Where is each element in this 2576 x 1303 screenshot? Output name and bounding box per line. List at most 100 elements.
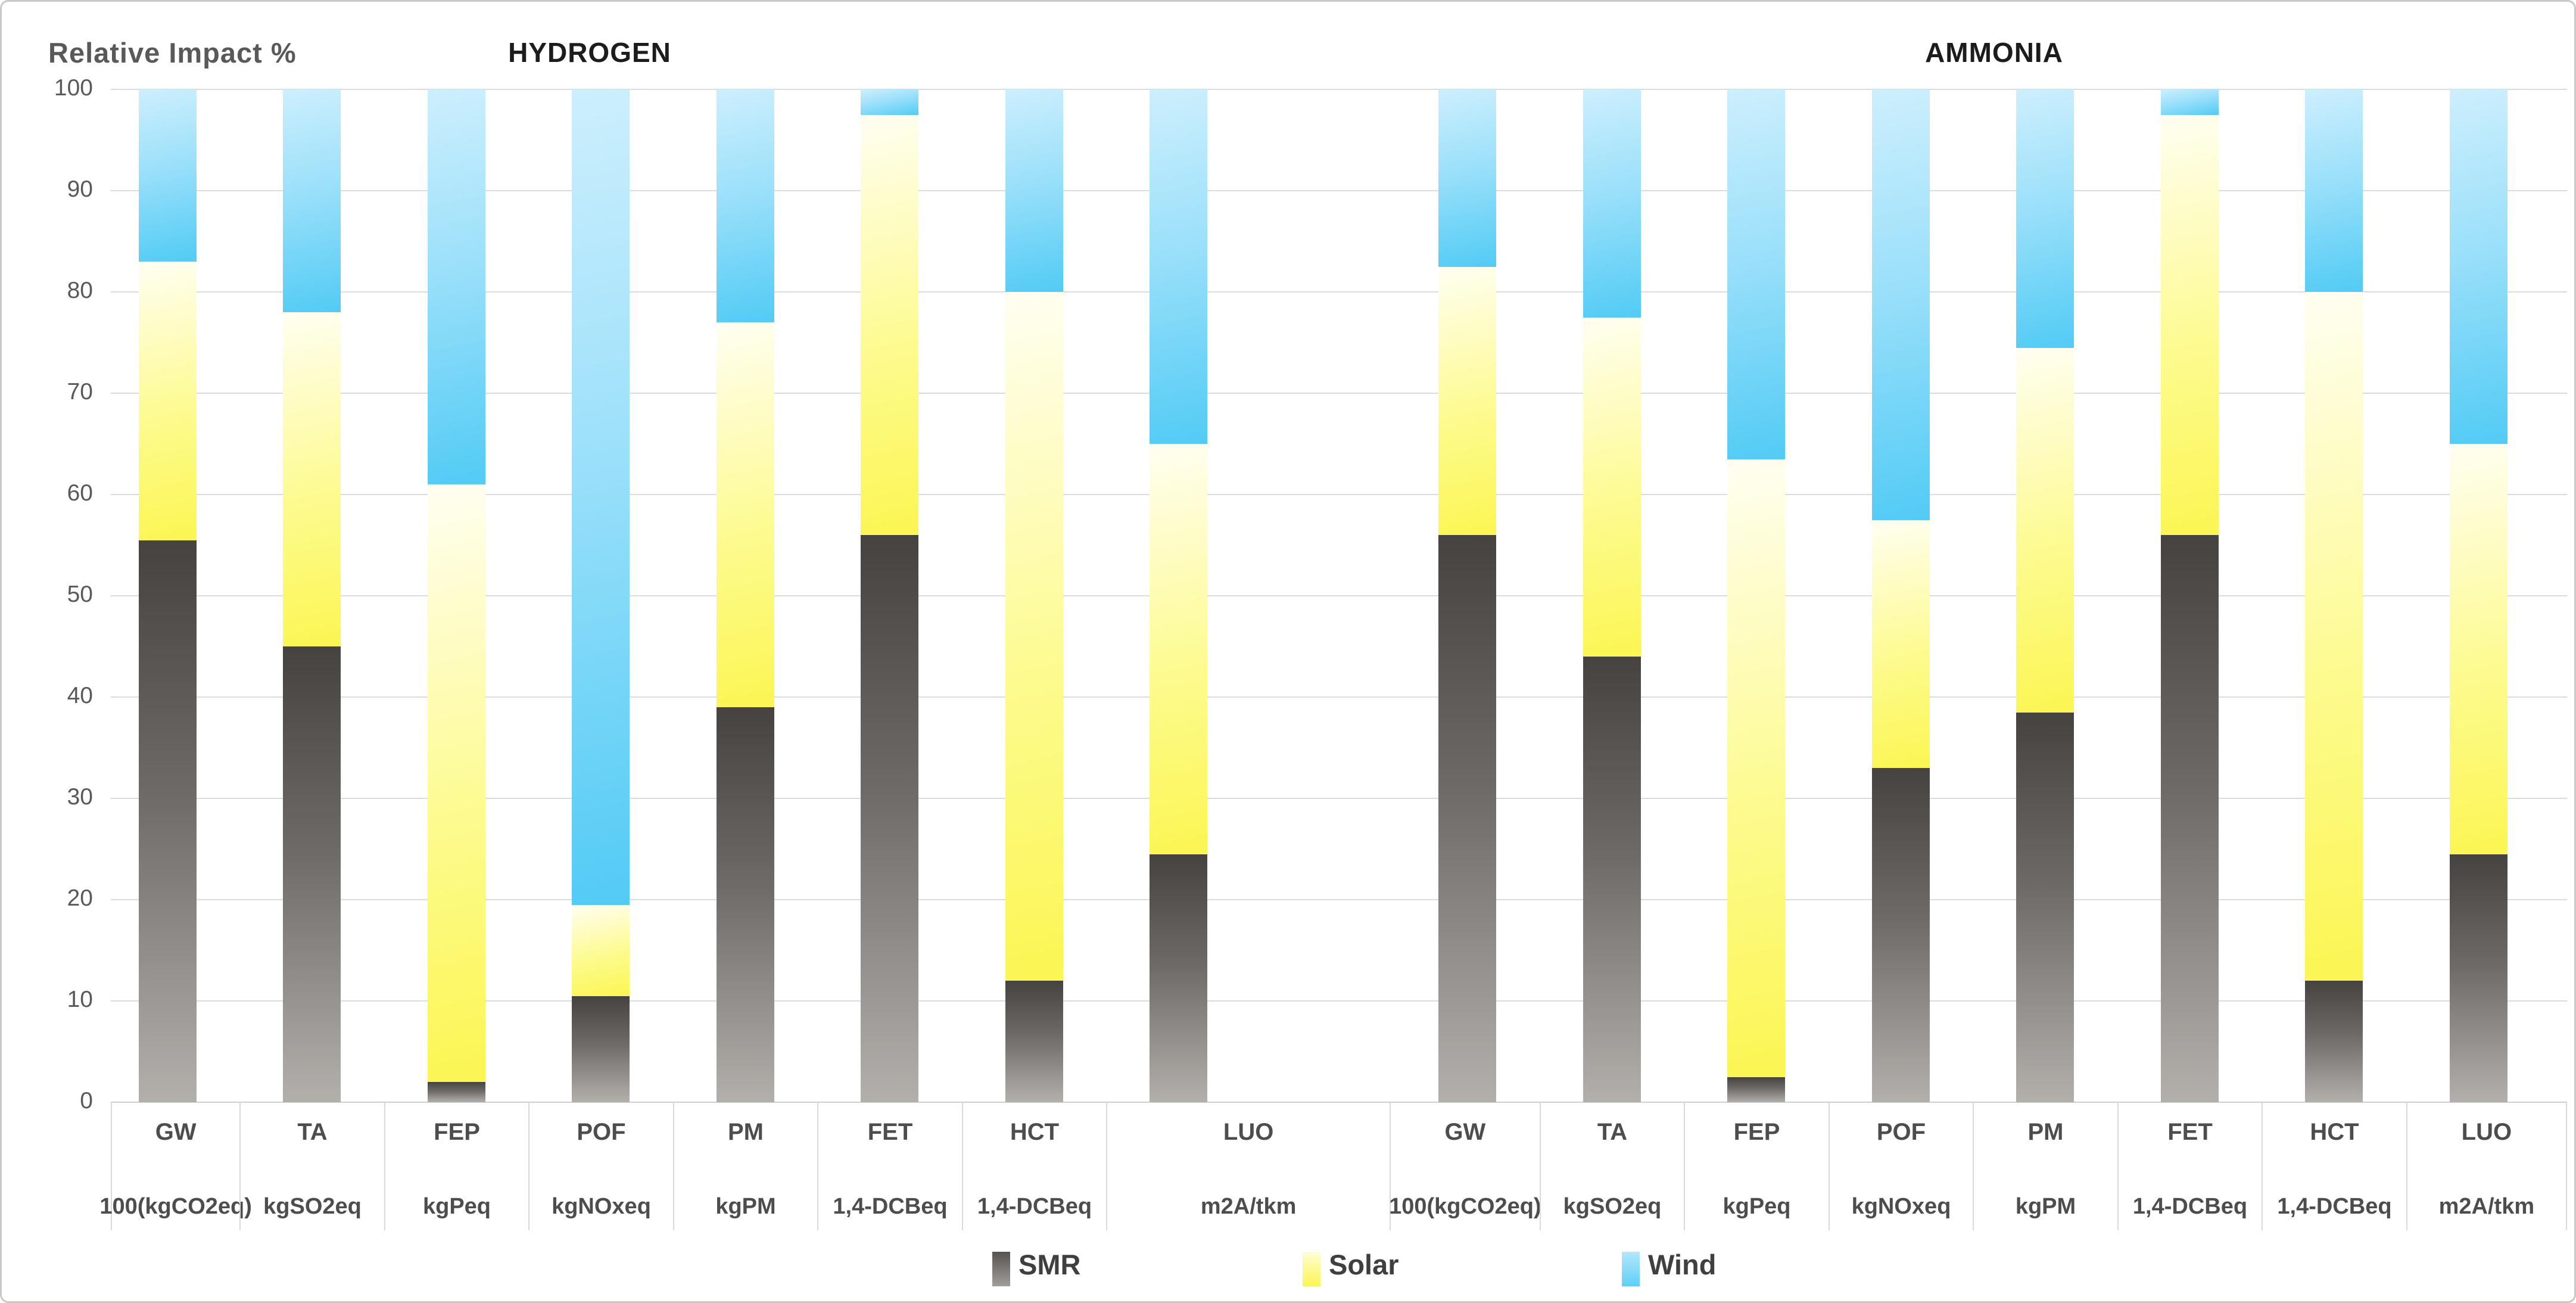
smr-swatch-icon bbox=[992, 1252, 1010, 1286]
bar-hydrogen-fet-segment-wind bbox=[861, 89, 918, 115]
bar-ammonia-fet-segment-wind bbox=[2160, 89, 2219, 115]
group-title-ammonia: AMMONIA bbox=[1925, 37, 2063, 68]
legend-item-wind: Wind bbox=[1622, 1248, 1716, 1286]
y-tick-label-90: 90 bbox=[67, 176, 93, 202]
category-cell-ammonia-hct: HCT 1,4-DCBeq bbox=[2262, 1102, 2406, 1230]
solar-swatch-icon bbox=[1303, 1252, 1320, 1286]
category-unit-label: kgPM bbox=[2015, 1194, 2076, 1219]
category-unit-label: m2A/tkm bbox=[2438, 1194, 2535, 1219]
y-tick-label-0: 0 bbox=[80, 1088, 93, 1114]
bar-ammonia-pm-segment-solar bbox=[2016, 347, 2074, 713]
wind-swatch-icon bbox=[1622, 1252, 1640, 1286]
category-cell-ammonia-gw: GW 100(kgCO2eq) bbox=[1389, 1102, 1541, 1230]
bar-ammonia-fep-segment-smr bbox=[1727, 1077, 1785, 1102]
bar-hydrogen-pof-segment-wind bbox=[572, 89, 630, 905]
category-cell-hydrogen-pm: PM kgPM bbox=[672, 1102, 818, 1230]
category-unit-label: 1,4-DCBeq bbox=[833, 1194, 948, 1219]
category-code-label: FET bbox=[867, 1119, 913, 1145]
category-cell-ammonia-luo: LUO m2A/tkm bbox=[2406, 1102, 2567, 1230]
y-tick-label-70: 70 bbox=[67, 379, 93, 405]
bar-hydrogen-hct-segment-solar bbox=[1005, 292, 1063, 981]
category-cell-ammonia-pof: POF kgNOxeq bbox=[1828, 1102, 1973, 1230]
category-cell-hydrogen-luo: LUO m2A/tkm bbox=[1106, 1102, 1390, 1230]
category-unit-label: 1,4-DCBeq bbox=[977, 1194, 1092, 1219]
bar-ammonia-hct-segment-smr bbox=[2305, 981, 2363, 1102]
y-tick-label-40: 40 bbox=[67, 683, 93, 708]
gridline-20 bbox=[111, 899, 2567, 900]
gridline-60 bbox=[111, 494, 2567, 495]
bar-hydrogen-ta-segment-solar bbox=[283, 312, 341, 646]
bar-ammonia-fet-segment-smr bbox=[2160, 535, 2219, 1102]
bar-hydrogen-luo-segment-smr bbox=[1150, 854, 1207, 1102]
category-code-label: HCT bbox=[1010, 1119, 1060, 1145]
bar-ammonia-fep-segment-solar bbox=[1727, 459, 1785, 1077]
y-axis-title: Relative Impact % bbox=[48, 37, 297, 69]
category-cell-ammonia-pm: PM kgPM bbox=[1973, 1102, 2117, 1230]
gridline-100 bbox=[111, 89, 2567, 90]
category-code-label: FEP bbox=[1733, 1119, 1780, 1145]
bar-ammonia-luo-segment-solar bbox=[2449, 444, 2508, 854]
bar-hydrogen-fep-segment-smr bbox=[427, 1082, 485, 1102]
category-cell-hydrogen-pof: POF kgNOxeq bbox=[528, 1102, 673, 1230]
bar-hydrogen-luo-segment-solar bbox=[1150, 444, 1207, 854]
bar-hydrogen-pof-segment-smr bbox=[572, 996, 630, 1102]
gridline-50 bbox=[111, 595, 2567, 596]
bar-hydrogen-luo-segment-wind bbox=[1150, 89, 1207, 444]
legend-label: Wind bbox=[1648, 1249, 1717, 1280]
category-unit-label: kgNOxeq bbox=[552, 1194, 651, 1219]
category-unit-label: 1,4-DCBeq bbox=[2132, 1194, 2248, 1219]
y-tick-label-100: 100 bbox=[54, 75, 93, 101]
bar-ammonia-luo-segment-wind bbox=[2449, 89, 2508, 444]
bar-hydrogen-fep-segment-wind bbox=[427, 89, 485, 484]
bar-ammonia-hct-segment-wind bbox=[2305, 89, 2363, 292]
category-code-label: TA bbox=[1597, 1119, 1628, 1145]
bar-ammonia-fep-segment-wind bbox=[1727, 89, 1785, 459]
gridline-10 bbox=[111, 1000, 2567, 1002]
category-code-label: GW bbox=[1444, 1119, 1486, 1145]
legend-item-solar: Solar bbox=[1303, 1248, 1399, 1286]
bar-hydrogen-ta-segment-smr bbox=[283, 646, 341, 1102]
bar-ammonia-gw-segment-solar bbox=[1438, 266, 1496, 535]
gridline-90 bbox=[111, 190, 2567, 191]
gridline-40 bbox=[111, 696, 2567, 698]
category-unit-label: 100(kgCO2eq) bbox=[1389, 1194, 1541, 1219]
group-title-hydrogen: HYDROGEN bbox=[508, 37, 671, 68]
category-cell-ammonia-fep: FEP kgPeq bbox=[1684, 1102, 1829, 1230]
y-tick-label-50: 50 bbox=[67, 581, 93, 607]
category-unit-label: 1,4-DCBeq bbox=[2277, 1194, 2392, 1219]
bar-hydrogen-fet-segment-solar bbox=[861, 114, 918, 535]
category-unit-label: kgPeq bbox=[1722, 1194, 1791, 1219]
category-unit-label: m2A/tkm bbox=[1200, 1194, 1297, 1219]
category-code-label: PM bbox=[728, 1119, 764, 1145]
y-tick-label-60: 60 bbox=[67, 480, 93, 506]
category-code-label: POF bbox=[1876, 1119, 1926, 1145]
bar-ammonia-ta-segment-solar bbox=[1583, 317, 1641, 657]
category-code-label: FEP bbox=[434, 1119, 480, 1145]
category-code-label: PM bbox=[2027, 1119, 2064, 1145]
bar-ammonia-fet-segment-solar bbox=[2160, 114, 2219, 535]
category-unit-label: kgPM bbox=[715, 1194, 776, 1219]
category-cell-ammonia-ta: TA kgSO2eq bbox=[1539, 1102, 1684, 1230]
bar-ammonia-gw-segment-smr bbox=[1438, 535, 1496, 1102]
bar-ammonia-hct-segment-solar bbox=[2305, 292, 2363, 981]
bar-hydrogen-fet-segment-smr bbox=[861, 535, 918, 1102]
category-cell-hydrogen-gw: GW 100(kgCO2eq) bbox=[99, 1102, 252, 1230]
y-tick-label-80: 80 bbox=[67, 278, 93, 303]
category-unit-label: 100(kgCO2eq) bbox=[99, 1194, 252, 1219]
category-code-label: TA bbox=[297, 1119, 328, 1145]
y-tick-label-10: 10 bbox=[67, 987, 93, 1012]
category-code-label: LUO bbox=[2461, 1119, 2512, 1145]
bar-ammonia-pof-segment-wind bbox=[1871, 89, 1930, 520]
bar-hydrogen-pof-segment-solar bbox=[572, 904, 630, 996]
bar-ammonia-ta-segment-wind bbox=[1583, 89, 1641, 318]
legend-label: SMR bbox=[1018, 1249, 1081, 1280]
gridline-30 bbox=[111, 798, 2567, 799]
bar-hydrogen-fep-segment-solar bbox=[427, 484, 485, 1082]
bar-ammonia-pm-segment-wind bbox=[2016, 89, 2074, 348]
gridline-80 bbox=[111, 291, 2567, 293]
bar-hydrogen-pm-segment-smr bbox=[716, 707, 774, 1102]
bar-ammonia-ta-segment-smr bbox=[1583, 657, 1641, 1102]
category-cell-hydrogen-hct: HCT 1,4-DCBeq bbox=[961, 1102, 1107, 1230]
category-code-label: GW bbox=[155, 1119, 197, 1145]
